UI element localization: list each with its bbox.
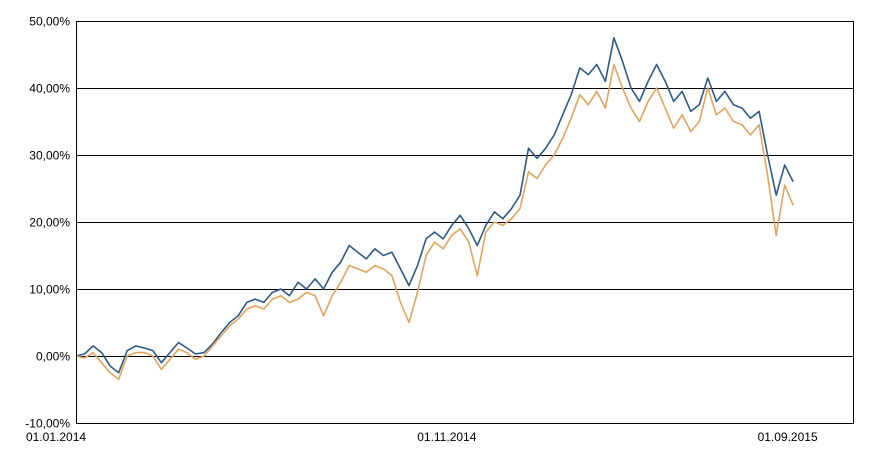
x-tick-label: 01.09.2015 (758, 430, 818, 444)
y-tick-label: 10,00% (29, 283, 70, 297)
x-tick-label: 01.11.2014 (417, 430, 476, 444)
plot-frame (76, 21, 854, 424)
y-axis-tick-labels: 50,00% 40,00% 30,00% 20,00% 10,00% 0,00% -10,0… (25, 15, 70, 431)
y-tick-label: 30,00% (29, 149, 70, 163)
y-tick-label: 50,00% (29, 15, 70, 29)
x-axis-tick-labels: 01.01.2014 01.11.2014 01.09.2015 (26, 430, 818, 444)
series-line-1 (75, 36, 794, 374)
y-tick-label: 40,00% (29, 82, 70, 96)
y-tick-label: 0,00% (36, 350, 70, 364)
x-tick-label: 01.01.2014 (26, 430, 86, 444)
y-tick-label: -10,00% (25, 417, 70, 431)
y-tick-label: 20,00% (29, 216, 70, 230)
series-lines (75, 36, 794, 381)
series-line-2 (75, 63, 794, 381)
